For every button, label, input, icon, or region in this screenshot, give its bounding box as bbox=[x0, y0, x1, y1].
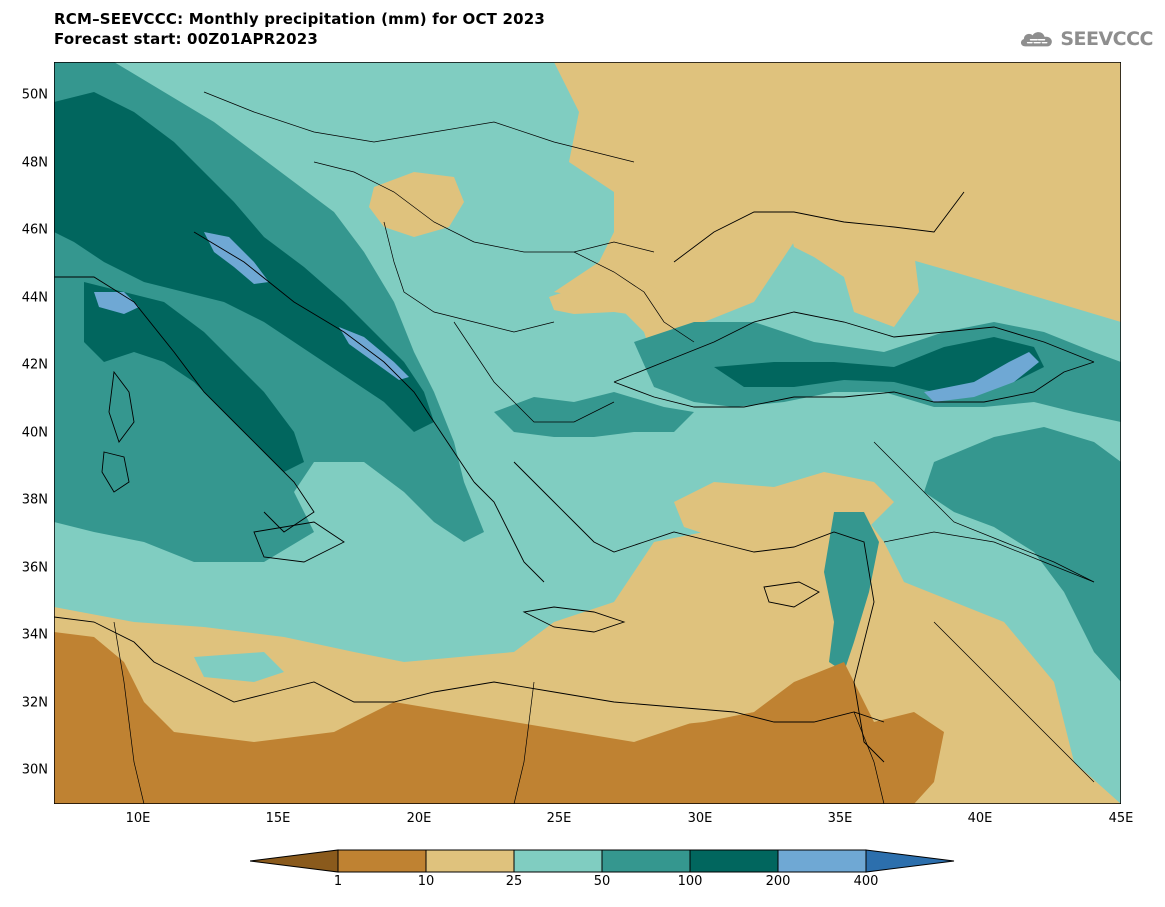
colorbar-label-50: 50 bbox=[593, 874, 611, 889]
heavy-precip-aegean-north bbox=[494, 392, 694, 437]
lat-label-40n: 40N bbox=[21, 425, 48, 441]
colorbar-bin-200-400 bbox=[777, 849, 867, 873]
colorbar-arrow-low bbox=[250, 849, 339, 873]
colorbar-bin-1-10 bbox=[337, 849, 427, 873]
dry-libya-coast bbox=[614, 672, 774, 727]
lat-label-32n: 32N bbox=[21, 695, 48, 711]
extreme-precip-ligurian bbox=[94, 292, 139, 314]
very-dry-north-africa bbox=[54, 632, 944, 804]
colorbar-label-10: 10 bbox=[417, 874, 435, 889]
lon-label-35e: 35E bbox=[827, 811, 853, 826]
forecast-start-subtitle: Forecast start: 00Z01APR2023 bbox=[54, 30, 318, 48]
very-heavy-precip-pontic bbox=[714, 337, 1044, 392]
lon-label-40e: 40E bbox=[967, 811, 993, 826]
colorbar-bin-10-25 bbox=[425, 849, 515, 873]
dry-patch-wallachia bbox=[549, 277, 664, 317]
lat-label-46n: 46N bbox=[21, 222, 48, 238]
country-borders bbox=[113, 91, 1095, 804]
seevccc-logo: SEEVCCC bbox=[1018, 22, 1153, 56]
lon-label-15e: 15E bbox=[265, 811, 291, 826]
extreme-precip-dalmatia bbox=[339, 327, 409, 380]
colorbar-label-1: 1 bbox=[333, 874, 343, 889]
lat-label-42n: 42N bbox=[21, 357, 48, 373]
colorbar-label-200: 200 bbox=[765, 874, 791, 889]
lat-label-34n: 34N bbox=[21, 627, 48, 643]
dry-patch-crimea bbox=[789, 222, 919, 327]
lon-label-20e: 20E bbox=[406, 811, 432, 826]
logo-text: SEEVCCC bbox=[1060, 28, 1153, 50]
colorbar-arrow-high bbox=[865, 849, 955, 873]
coastlines bbox=[54, 191, 1095, 763]
lat-label-48n: 48N bbox=[21, 155, 48, 171]
dry-cyprus bbox=[759, 582, 814, 607]
lat-label-30n: 30N bbox=[21, 762, 48, 778]
lon-label-25e: 25E bbox=[546, 811, 572, 826]
cloud-icon bbox=[1020, 32, 1052, 47]
lat-label-44n: 44N bbox=[21, 290, 48, 306]
colorbar-bin-50-100 bbox=[601, 849, 691, 873]
very-heavy-precip-italy bbox=[84, 282, 304, 472]
colorbar-label-400: 400 bbox=[853, 874, 879, 889]
dry-patch-pannonia bbox=[369, 172, 464, 237]
lon-label-10e: 10E bbox=[125, 811, 151, 826]
lat-label-38n: 38N bbox=[21, 492, 48, 508]
colorbar-label-25: 25 bbox=[505, 874, 523, 889]
map-title: RCM–SEEVCCC: Monthly precipitation (mm) … bbox=[54, 10, 546, 28]
lat-label-36n: 36N bbox=[21, 560, 48, 576]
precipitation-colorbar bbox=[250, 849, 955, 873]
colorbar-bin-100-200 bbox=[689, 849, 779, 873]
heavy-precip-zagros bbox=[924, 427, 1121, 682]
lon-label-45e: 45E bbox=[1108, 811, 1134, 826]
lon-label-30e: 30E bbox=[687, 811, 713, 826]
colorbar-bin-25-50 bbox=[513, 849, 603, 873]
lat-label-50n: 50N bbox=[21, 87, 48, 103]
precipitation-map bbox=[54, 62, 1121, 804]
moderate-precip-libya bbox=[194, 652, 284, 682]
extreme-precip-pontic bbox=[924, 352, 1039, 402]
colorbar-label-100: 100 bbox=[677, 874, 703, 889]
